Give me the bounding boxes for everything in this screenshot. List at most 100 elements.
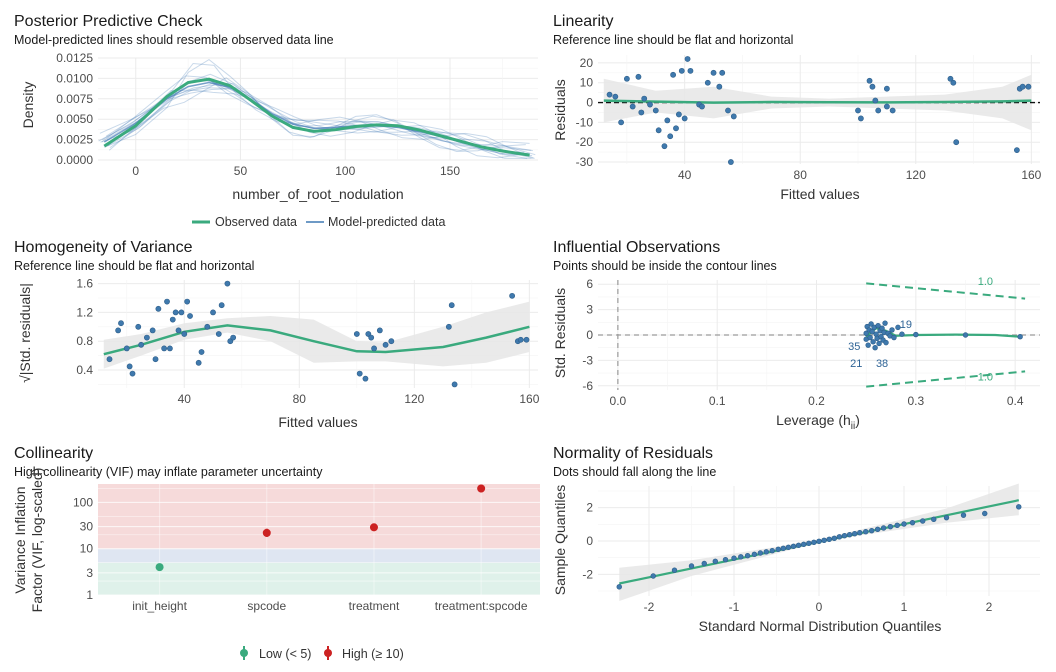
linearity-point [704,79,711,86]
normality-ytick-label: 2 [586,501,593,515]
normality-point [671,567,678,573]
homogeneity-point [371,345,377,352]
collinearity-point [262,528,271,537]
normality-point [795,542,802,549]
influential-point [882,320,888,326]
influential-point [891,334,897,341]
linearity-point [725,107,731,114]
linearity-xtick-label: 120 [906,168,926,182]
normality-title: Normality of Residuals [553,445,713,462]
normality-point [831,535,837,542]
influential-point [869,328,875,335]
influential-ytick-label: 0 [586,328,593,342]
influential-contour-lower [866,370,1026,388]
normality-xlabel: Standard Normal Distribution Quantiles [699,618,942,634]
linearity-point [953,139,960,146]
ppc-xtick-label: 100 [335,164,355,178]
normality-point [744,552,751,559]
linearity-point [652,107,659,114]
influential-xlabel: Leverage (hii) [776,412,860,432]
homogeneity-point [135,323,142,330]
panel-collinearity: Collinearity High collinearity (VIF) may… [12,445,540,661]
homogeneity-subtitle: Reference line should be flat and horizo… [14,259,254,273]
linearity-smooth-line [603,99,1032,104]
normality-point [616,584,622,590]
linearity-point [629,103,636,110]
linearity-point [667,133,674,140]
influential-xtick-label: 0.4 [1007,394,1024,408]
influential-title: Influential Observations [553,239,720,256]
normality-point [650,573,656,579]
collinearity-point [477,484,486,493]
homogeneity-point [129,370,136,377]
homogeneity-xtick-label: 80 [293,392,307,406]
normality-point [816,538,822,545]
normality-xtick-label: -1 [729,600,740,614]
normality-point [688,563,695,569]
influential-point [876,340,882,347]
normality-point [887,523,894,530]
homogeneity-point [509,292,516,299]
linearity-xtick-label: 80 [794,168,808,182]
homogeneity-point [451,381,458,388]
linearity-point [612,93,619,100]
homogeneity-point [138,341,145,348]
normality-point [846,531,853,538]
influential-point [863,330,869,337]
homogeneity-point [118,320,124,327]
homogeneity-ytick-label: 0.4 [76,363,93,377]
ppc-plot-area: 0.0000 0.0025 0.0050 0.0075 0.0100 0.0125 0 50 1… [56,51,538,178]
homogeneity-point [388,338,395,345]
linearity-xtick-label: 160 [1021,168,1041,182]
normality-point [826,536,832,543]
ppc-xlabel: number_of_root_nodulation [232,186,403,202]
homogeneity-point [166,345,173,352]
linearity-point [641,95,648,102]
influential-point [1017,333,1023,340]
normality-point [785,544,792,551]
collinearity-xtick-label: treatment:spcode [435,599,528,613]
linearity-point [710,69,717,76]
influential-contour-label-lower: 1.0 [978,372,993,384]
ppc-subtitle: Model-predicted lines should resemble ob… [14,33,334,47]
legend-low-label: Low (< 5) [259,647,311,661]
influential-plot-area: -6 -3 0 3 6 0.0 0.1 0.2 0.3 0.4 1.0 1.0 19 35 21 38 [582,276,1040,408]
collinearity-subtitle: High collinearity (VIF) may inflate para… [14,465,323,479]
collinearity-ytick-label: 100 [73,495,93,509]
influential-point [868,321,874,327]
collinearity-legend: Low (< 5) High (≥ 10) [240,646,404,661]
homogeneity-point [172,309,179,316]
homogeneity-point [106,356,113,363]
normality-ylabel: Sample Quantiles [552,485,568,596]
homogeneity-ci-band [103,301,530,369]
ppc-predicted-draw-line [108,62,535,159]
influential-point [889,327,895,333]
linearity-ytick-label: 20 [580,56,594,70]
linearity-ytick-label: -20 [576,135,594,149]
linearity-point [875,107,882,114]
collinearity-xtick-label: spcode [247,599,286,613]
ppc-observed-line [103,77,530,157]
linearity-point [1019,83,1026,90]
influential-xtick-label: 0.2 [808,394,825,408]
ppc-xtick-label: 150 [440,164,460,178]
ppc-ytick-label: 0.0100 [56,71,93,85]
linearity-point [681,115,688,122]
homogeneity-point [164,298,170,305]
homogeneity-point [448,302,455,309]
homogeneity-point [161,345,168,352]
homogeneity-point [149,327,156,334]
normality-point [811,539,817,546]
linearity-xlabel: Fitted values [780,186,859,202]
legend-high-swatch [324,649,332,657]
linearity-point [1025,83,1032,90]
influential-point [872,344,878,351]
normality-point [909,519,916,526]
homogeneity-point [517,336,524,343]
influential-point [865,342,871,348]
legend-low-swatch [240,649,248,657]
panel-ppc: Posterior Predictive Check Model-predict… [14,13,538,229]
homogeneity-xtick-label: 160 [519,392,539,406]
linearity-point [866,77,873,84]
homogeneity-point [210,309,216,316]
